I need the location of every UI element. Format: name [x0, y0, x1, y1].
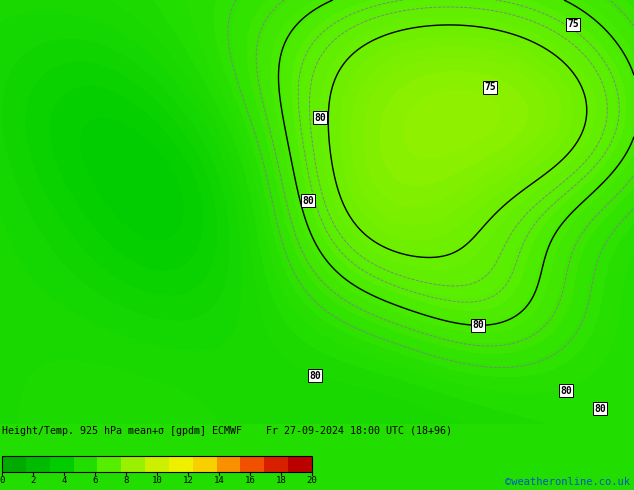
Text: 80: 80	[314, 113, 326, 122]
Text: 20: 20	[307, 476, 318, 485]
Bar	[2, 456, 26, 472]
Text: 80: 80	[302, 196, 314, 206]
Bar	[2, 456, 312, 472]
Text: 80: 80	[309, 370, 321, 381]
Bar	[26, 456, 50, 472]
Text: 6: 6	[93, 476, 98, 485]
Bar	[240, 456, 264, 472]
Bar	[98, 456, 122, 472]
Text: 80: 80	[594, 404, 606, 414]
Bar	[288, 456, 313, 472]
Text: Height/Temp. 925 hPa mean+σ [gpdm] ECMWF    Fr 27-09-2024 18:00 UTC (18+96): Height/Temp. 925 hPa mean+σ [gpdm] ECMWF…	[2, 426, 452, 436]
Text: 18: 18	[276, 476, 287, 485]
Bar	[49, 456, 74, 472]
Text: 10: 10	[152, 476, 162, 485]
Bar	[74, 456, 98, 472]
Bar	[145, 456, 169, 472]
Text: 14: 14	[214, 476, 224, 485]
Bar	[217, 456, 241, 472]
Text: 75: 75	[567, 19, 579, 29]
Text: 4: 4	[61, 476, 67, 485]
Text: 75: 75	[484, 82, 496, 93]
Text: 80: 80	[560, 386, 572, 396]
Text: 8: 8	[123, 476, 129, 485]
Bar	[121, 456, 145, 472]
Text: 16: 16	[245, 476, 256, 485]
Text: 80: 80	[472, 320, 484, 330]
Text: 0: 0	[0, 476, 4, 485]
Bar	[169, 456, 193, 472]
Text: 2: 2	[30, 476, 36, 485]
Text: 12: 12	[183, 476, 193, 485]
Text: ©weatheronline.co.uk: ©weatheronline.co.uk	[505, 477, 630, 487]
Bar	[264, 456, 288, 472]
Bar	[193, 456, 217, 472]
